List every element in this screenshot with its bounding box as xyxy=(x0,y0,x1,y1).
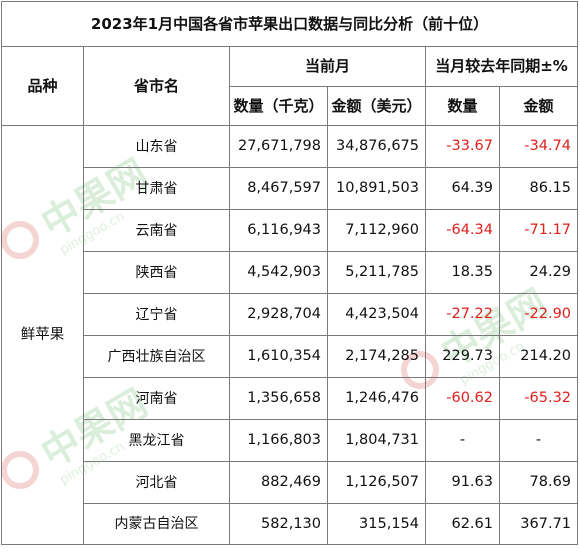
amount-cell: 315,154 xyxy=(327,503,426,545)
amount-cell: 1,126,507 xyxy=(327,461,426,504)
province-cell: 内蒙古自治区 xyxy=(83,503,230,545)
table-row: 广西壮族自治区 1,610,354 2,174,285 229.73 214.20 xyxy=(2,335,579,378)
table-row: 云南省 6,116,943 7,112,960 -64.34 -71.17 xyxy=(2,209,579,252)
amount-cell: 4,423,504 xyxy=(327,293,426,336)
province-cell: 辽宁省 xyxy=(83,293,230,336)
amount-pct-cell: 214.20 xyxy=(498,335,579,378)
quantity-pct-cell: 64.39 xyxy=(425,167,500,210)
quantity-cell: 582,130 xyxy=(229,503,328,545)
amount-cell: 5,211,785 xyxy=(327,251,426,294)
quantity-cell: 1,610,354 xyxy=(229,335,328,378)
header-quantity-kg: 数量（千克） xyxy=(229,86,328,126)
table-row: 陕西省 4,542,903 5,211,785 18.35 24.29 xyxy=(2,251,579,294)
header-variety: 品种 xyxy=(1,46,84,126)
amount-pct-cell: -65.32 xyxy=(498,377,579,420)
quantity-pct-cell: 62.61 xyxy=(425,503,500,545)
quantity-pct-cell: - xyxy=(425,419,500,462)
amount-pct-cell: - xyxy=(498,419,579,462)
quantity-pct-cell: -33.67 xyxy=(425,125,500,168)
quantity-cell: 27,671,798 xyxy=(229,125,328,168)
quantity-pct-cell: 18.35 xyxy=(425,251,500,294)
header-quantity: 数量 xyxy=(425,86,500,126)
amount-cell: 1,246,476 xyxy=(327,377,426,420)
header-province: 省市名 xyxy=(83,46,230,126)
table-row: 鲜苹果 山东省 27,671,798 34,876,675 -33.67 -34.74 xyxy=(1,125,579,545)
table-row: 河南省 1,356,658 1,246,476 -60.62 -65.32 xyxy=(2,377,579,420)
amount-cell: 7,112,960 xyxy=(327,209,426,252)
header-amount: 金额 xyxy=(498,86,579,126)
variety-cell: 鲜苹果 xyxy=(1,125,84,545)
province-cell: 黑龙江省 xyxy=(83,419,230,462)
table-row: 甘肃省 8,467,597 10,891,503 64.39 86.15 xyxy=(2,167,579,210)
province-cell: 甘肃省 xyxy=(83,167,230,210)
quantity-cell: 8,467,597 xyxy=(229,167,328,210)
quantity-pct-cell: -60.62 xyxy=(425,377,500,420)
table-row: 内蒙古自治区 582,130 315,154 62.61 367.71 xyxy=(2,503,579,545)
province-cell: 山东省 xyxy=(83,125,230,168)
quantity-cell: 882,469 xyxy=(229,461,328,504)
quantity-cell: 6,116,943 xyxy=(229,209,328,252)
apple-export-table: 2023年1月中国各省市苹果出口数据与同比分析（前十位） 品种 省市名 当前月 … xyxy=(0,1,579,545)
table-title: 2023年1月中国各省市苹果出口数据与同比分析（前十位） xyxy=(0,1,579,47)
quantity-pct-cell: -64.34 xyxy=(425,209,500,252)
header-current-month: 当前月 xyxy=(229,46,426,87)
province-cell: 云南省 xyxy=(83,209,230,252)
amount-cell: 34,876,675 xyxy=(327,125,426,168)
quantity-pct-cell: 91.63 xyxy=(425,461,500,504)
quantity-cell: 1,356,658 xyxy=(229,377,328,420)
province-cell: 河南省 xyxy=(83,377,230,420)
table-row: 辽宁省 2,928,704 4,423,504 -27.22 -22.90 xyxy=(2,293,579,336)
header-amount-usd: 金额（美元） xyxy=(327,86,426,126)
amount-cell: 2,174,285 xyxy=(327,335,426,378)
table-row: 黑龙江省 1,166,803 1,804,731- - xyxy=(2,419,579,462)
amount-pct-cell: 86.15 xyxy=(498,167,579,210)
table-row: 河北省 882,469 1,126,507 91.63 78.69 xyxy=(2,461,579,504)
quantity-cell: 1,166,803 xyxy=(229,419,328,462)
amount-cell: 10,891,503 xyxy=(327,167,426,210)
amount-pct-cell: -22.90 xyxy=(498,293,579,336)
amount-pct-cell: 24.29 xyxy=(498,251,579,294)
quantity-cell: 2,928,704 xyxy=(229,293,328,336)
amount-pct-cell: 78.69 xyxy=(498,461,579,504)
amount-pct-cell: 367.71 xyxy=(498,503,579,545)
province-cell: 河北省 xyxy=(83,461,230,504)
quantity-pct-cell: 229.73 xyxy=(425,335,500,378)
quantity-cell: 4,542,903 xyxy=(229,251,328,294)
amount-pct-cell: -34.74 xyxy=(498,125,579,168)
province-cell: 广西壮族自治区 xyxy=(83,335,230,378)
amount-cell: 1,804,731 xyxy=(327,419,426,462)
quantity-pct-cell: -27.22 xyxy=(425,293,500,336)
province-cell: 陕西省 xyxy=(83,251,230,294)
amount-pct-cell: -71.17 xyxy=(498,209,579,252)
header-yoy: 当月较去年同期±% xyxy=(424,46,579,87)
